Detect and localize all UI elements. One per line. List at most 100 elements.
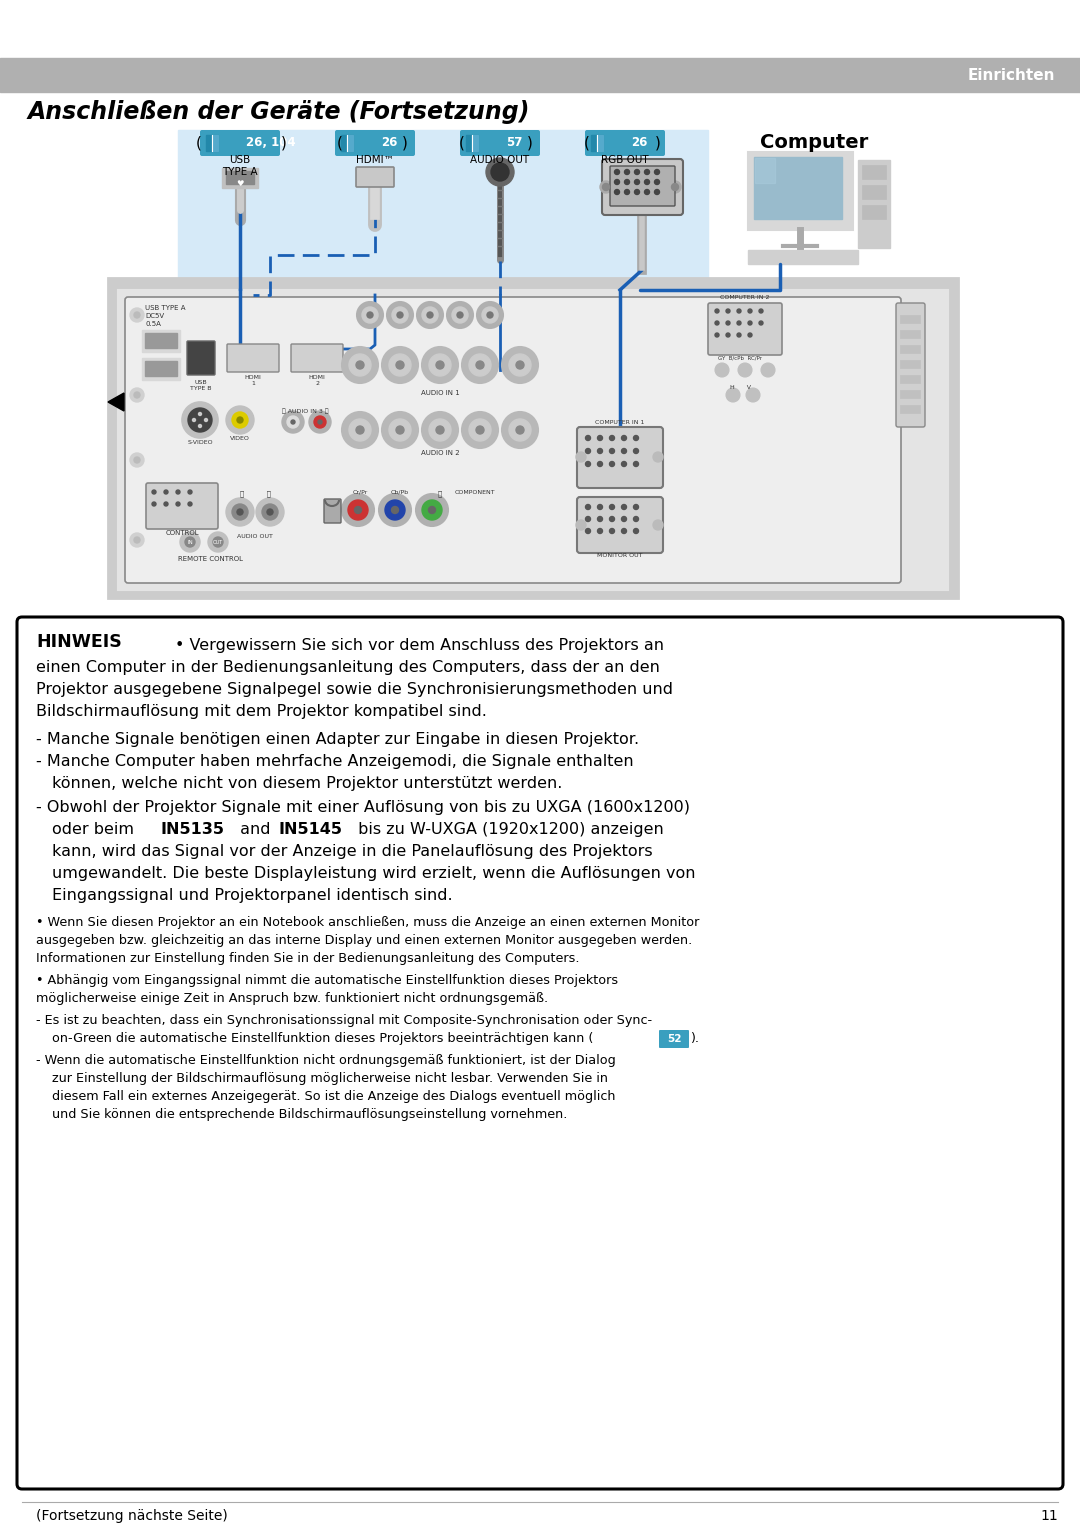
Circle shape [491,162,509,181]
Circle shape [603,184,609,190]
Text: - Manche Signale benötigen einen Adapter zur Eingabe in diesen Projektor.: - Manche Signale benötigen einen Adapter… [36,732,639,748]
Bar [900,329,920,339]
Circle shape [213,538,222,547]
Circle shape [502,348,538,383]
Bar [862,205,886,219]
Circle shape [436,362,444,369]
Circle shape [609,504,615,510]
Text: HDMI™: HDMI™ [356,155,394,165]
Circle shape [237,417,243,423]
Circle shape [164,490,168,493]
Text: USB
TYPE A: USB TYPE A [222,155,258,176]
Circle shape [482,306,498,323]
Text: OUT: OUT [213,539,224,544]
Circle shape [130,388,144,401]
FancyBboxPatch shape [585,130,665,156]
Circle shape [447,302,473,328]
Text: GY  B/cPb  RC/Pr: GY B/cPb RC/Pr [718,355,762,362]
Circle shape [391,507,399,513]
Circle shape [183,401,218,438]
Circle shape [462,348,498,383]
Circle shape [226,498,254,525]
Bar [465,135,478,152]
Text: möglicherweise einige Zeit in Anspruch bzw. funktioniert nicht ordnungsgemäß.: möglicherweise einige Zeit in Anspruch b… [36,993,549,1005]
Circle shape [645,190,649,195]
Circle shape [199,424,202,427]
Text: - Wenn die automatische Einstellfunktion nicht ordnungsgemäß funktioniert, ist d: - Wenn die automatische Einstellfunktion… [36,1054,616,1066]
Circle shape [487,313,492,319]
Bar [108,277,958,597]
Bar [900,345,920,352]
Text: - Es ist zu beachten, dass ein Synchronisationssignal mit Composite-Synchronisat: - Es ist zu beachten, dass ein Synchroni… [36,1014,652,1026]
Circle shape [237,509,243,515]
Text: Informationen zur Einstellung finden Sie in der Bedienungsanleitung des Computer: Informationen zur Einstellung finden Sie… [36,951,580,965]
Bar [862,165,886,179]
Text: 26, 104: 26, 104 [246,136,296,150]
Circle shape [199,412,202,415]
Circle shape [188,502,192,506]
Circle shape [748,332,752,337]
Circle shape [715,322,719,325]
Text: AUDIO OUT: AUDIO OUT [471,155,529,165]
Text: - Manche Computer haben mehrfache Anzeigemodi, die Signale enthalten: - Manche Computer haben mehrfache Anzeig… [36,754,634,769]
FancyBboxPatch shape [577,427,663,489]
Text: 57: 57 [507,136,523,150]
Text: COMPUTER IN 2: COMPUTER IN 2 [720,296,770,300]
Circle shape [422,412,458,447]
Circle shape [624,179,630,184]
Circle shape [164,502,168,506]
Circle shape [672,184,678,190]
Circle shape [502,412,538,447]
Circle shape [486,158,514,185]
Circle shape [262,504,278,519]
FancyBboxPatch shape [17,617,1063,1489]
Circle shape [291,420,295,424]
FancyBboxPatch shape [659,1030,689,1048]
Text: AUDIO IN 2: AUDIO IN 2 [421,450,459,457]
Circle shape [585,504,591,510]
Circle shape [654,179,660,184]
Circle shape [634,504,638,510]
Text: on-Green die automatische Einstellfunktion dieses Projektors beeinträchtigen kan: on-Green die automatische Einstellfunkti… [52,1033,593,1045]
Text: • Abhängig vom Eingangssignal nimmt die automatische Einstellfunktion dieses Pro: • Abhängig vom Eingangssignal nimmt die … [36,974,618,987]
Circle shape [621,529,626,533]
Text: und Sie können die entsprechende Bildschirmauflösungseinstellung vornehmen.: und Sie können die entsprechende Bildsch… [52,1108,567,1121]
Text: • Vergewissern Sie sich vor dem Anschluss des Projektors an: • Vergewissern Sie sich vor dem Anschlus… [175,637,664,653]
Circle shape [382,348,418,383]
Text: AUDIO IN 1: AUDIO IN 1 [420,391,459,395]
Circle shape [417,302,443,328]
Bar [212,135,218,152]
Circle shape [457,313,463,319]
Bar [748,152,853,230]
Circle shape [362,306,378,323]
Circle shape [429,418,451,441]
Circle shape [152,502,156,506]
Bar [472,135,478,152]
Text: S-VIDEO: S-VIDEO [187,440,213,444]
Circle shape [653,452,663,463]
Circle shape [226,406,254,434]
Text: Computer: Computer [760,133,868,153]
Text: 52: 52 [666,1034,681,1043]
Text: ).: ). [690,1033,699,1045]
Circle shape [429,354,451,375]
Bar [145,362,177,375]
Bar [597,135,603,152]
Circle shape [761,363,775,377]
Circle shape [356,426,364,434]
Text: können, welche nicht von diesem Projektor unterstützt werden.: können, welche nicht von diesem Projekto… [52,777,563,791]
Circle shape [356,362,364,369]
Text: and: and [235,823,275,836]
Circle shape [609,529,615,533]
Text: 0.5A: 0.5A [145,322,161,326]
Circle shape [354,507,362,513]
Circle shape [634,449,638,453]
Circle shape [645,179,649,184]
Circle shape [585,449,591,453]
Circle shape [342,493,374,525]
Text: USB
TYPE B: USB TYPE B [190,380,212,391]
Circle shape [635,170,639,175]
Circle shape [715,363,729,377]
Circle shape [396,362,404,369]
Bar [226,172,254,184]
